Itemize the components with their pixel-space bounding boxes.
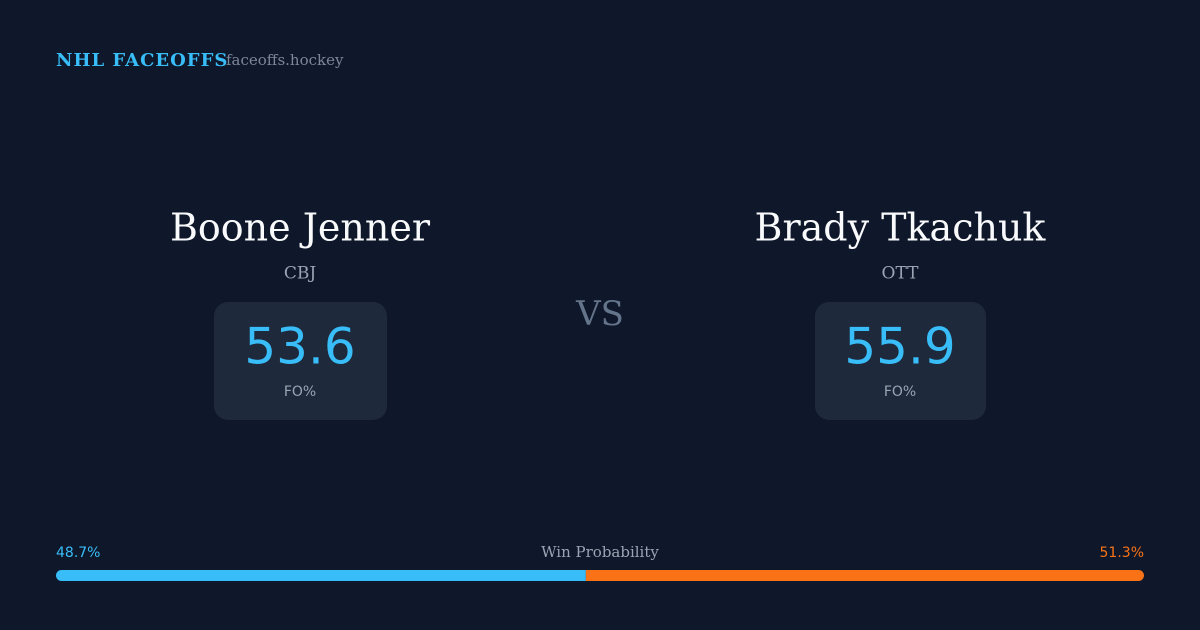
fo-label: FO% — [284, 384, 316, 400]
fo-value: 55.9 — [844, 318, 955, 376]
win-prob-title: Win Probability — [541, 543, 659, 561]
right-segment — [585, 570, 1144, 581]
player-name: Brady Tkachuk — [755, 206, 1047, 250]
stat-box — [815, 302, 986, 420]
stat-box — [214, 302, 387, 420]
left-prob-label: 48.7% — [56, 545, 100, 561]
brand: NHL FACEOFFS — [56, 50, 228, 71]
team: OTT — [882, 264, 920, 284]
player-name: Boone Jenner — [170, 206, 431, 250]
win-prob-bar — [56, 570, 1144, 581]
versus: VS — [575, 294, 624, 334]
team: CBJ — [284, 264, 317, 284]
site: faceoffs.hockey — [226, 51, 344, 69]
fo-label: FO% — [884, 384, 916, 400]
right-prob-label: 51.3% — [1100, 545, 1144, 561]
left-segment — [56, 570, 586, 581]
fo-value: 53.6 — [244, 318, 355, 376]
